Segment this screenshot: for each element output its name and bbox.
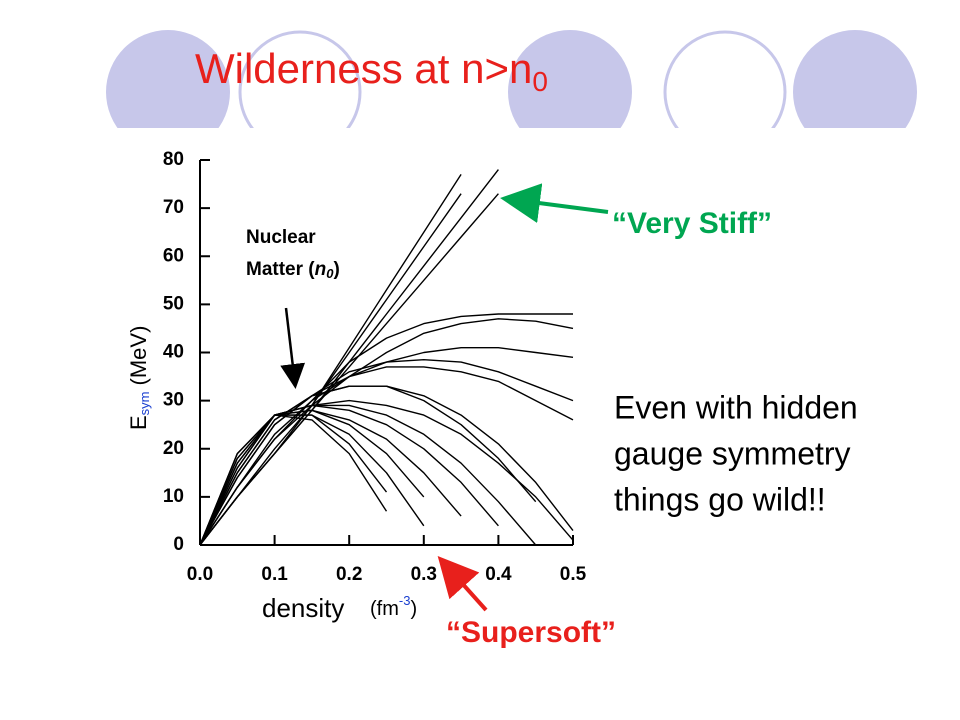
- y-tick-label: 70: [163, 197, 184, 218]
- annotation: Matter (n0): [246, 259, 340, 281]
- body-text: Even with hidden: [614, 389, 858, 425]
- curve: [199, 404, 499, 546]
- x-tick-label: 0.4: [485, 564, 512, 585]
- curve: [199, 366, 574, 546]
- x-tick-label: 0.5: [560, 564, 587, 585]
- supersoft-label: “Supersoft”: [446, 616, 616, 649]
- x-axis-label: density: [262, 593, 344, 623]
- y-tick-label: 80: [163, 149, 184, 170]
- curve: [199, 409, 462, 546]
- curve: [199, 385, 574, 546]
- body-text: gauge symmetry: [614, 435, 851, 471]
- y-tick-label: 0: [173, 534, 184, 555]
- x-tick-label: 0.1: [261, 564, 288, 585]
- y-tick-label: 10: [163, 486, 184, 507]
- x-axis-unit: (fm-3): [370, 593, 417, 620]
- decor-circles: [106, 30, 917, 128]
- curve: [199, 404, 537, 546]
- y-tick-label: 30: [163, 390, 184, 411]
- annotation: Nuclear: [246, 227, 316, 248]
- curve: [199, 385, 537, 546]
- body-text: things go wild!!: [614, 481, 826, 517]
- y-tick-label: 60: [163, 245, 184, 266]
- x-tick-label: 0.3: [411, 564, 437, 585]
- plot: 0 10 20 30 40 50 60 70 80 0.0 0.1 0.2 0.3 0.4 0.5: [163, 149, 587, 585]
- curve: [199, 193, 462, 546]
- y-tick-label: 20: [163, 438, 184, 459]
- y-tick-label: 40: [163, 342, 184, 363]
- arrow: [437, 556, 488, 612]
- curve: [199, 414, 388, 546]
- x-tick-label: 0.0: [187, 564, 213, 585]
- y-axis-label: Esym(MeV): [126, 326, 153, 430]
- very-stiff-label: “Very Stiff”: [612, 207, 772, 240]
- curve: [199, 193, 499, 546]
- arrow: [500, 183, 609, 223]
- slide-title: Wilderness at n>n0: [195, 45, 548, 97]
- x-tick-label: 0.2: [336, 564, 362, 585]
- curve: [199, 318, 574, 546]
- arrow: [280, 307, 306, 389]
- y-tick-label: 50: [163, 293, 184, 314]
